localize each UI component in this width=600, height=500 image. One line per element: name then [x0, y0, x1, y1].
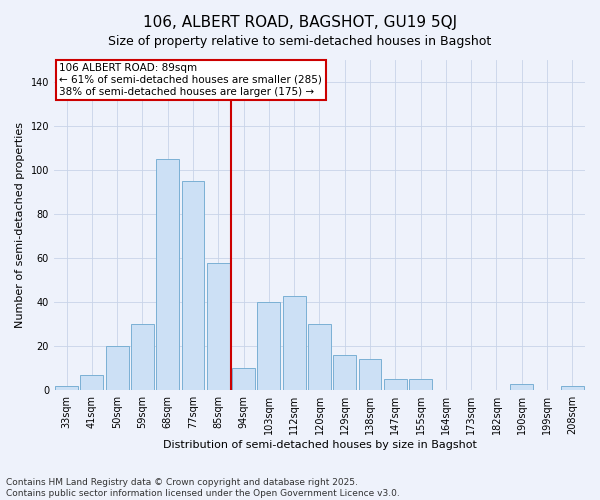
- Bar: [106, 346, 128, 390]
- Y-axis label: Number of semi-detached properties: Number of semi-detached properties: [15, 122, 25, 328]
- Bar: [131, 324, 154, 390]
- X-axis label: Distribution of semi-detached houses by size in Bagshot: Distribution of semi-detached houses by …: [163, 440, 476, 450]
- Bar: [257, 302, 280, 390]
- Bar: [359, 360, 382, 390]
- Bar: [207, 262, 230, 390]
- Text: Size of property relative to semi-detached houses in Bagshot: Size of property relative to semi-detach…: [109, 35, 491, 48]
- Bar: [157, 159, 179, 390]
- Text: Contains HM Land Registry data © Crown copyright and database right 2025.
Contai: Contains HM Land Registry data © Crown c…: [6, 478, 400, 498]
- Text: 106, ALBERT ROAD, BAGSHOT, GU19 5QJ: 106, ALBERT ROAD, BAGSHOT, GU19 5QJ: [143, 15, 457, 30]
- Text: 106 ALBERT ROAD: 89sqm
← 61% of semi-detached houses are smaller (285)
38% of se: 106 ALBERT ROAD: 89sqm ← 61% of semi-det…: [59, 64, 322, 96]
- Bar: [334, 355, 356, 390]
- Bar: [561, 386, 584, 390]
- Bar: [80, 375, 103, 390]
- Bar: [232, 368, 255, 390]
- Bar: [55, 386, 78, 390]
- Bar: [308, 324, 331, 390]
- Bar: [409, 379, 432, 390]
- Bar: [182, 181, 205, 390]
- Bar: [511, 384, 533, 390]
- Bar: [384, 379, 407, 390]
- Bar: [283, 296, 305, 390]
